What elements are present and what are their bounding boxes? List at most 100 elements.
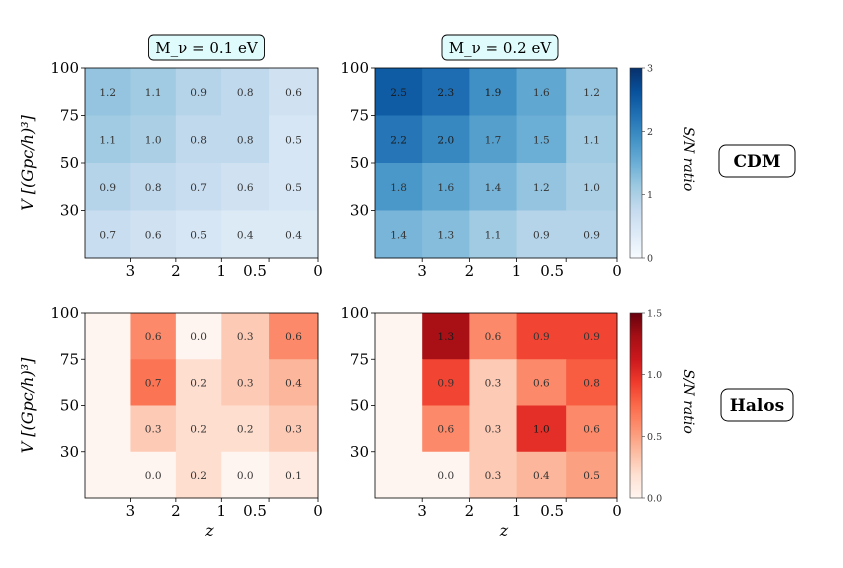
heatmap-cell	[221, 405, 270, 453]
heatmap-cell	[375, 68, 423, 116]
x-axis-label: z	[204, 521, 214, 540]
heatmap-cell	[85, 359, 131, 406]
panel-title-box	[148, 34, 265, 61]
y-tick-label: 50	[350, 154, 369, 172]
cell-value-label: 2.0	[437, 134, 454, 146]
heatmap-cell	[269, 359, 319, 406]
x-tick-label: 2	[465, 502, 475, 520]
heatmap-cell	[175, 359, 222, 406]
y-tick-label: 50	[60, 154, 79, 172]
heatmap-cell	[85, 451, 131, 499]
heatmap-cell	[516, 405, 567, 453]
heatmap-cell	[85, 68, 131, 116]
cell-value-label: 2.5	[390, 87, 407, 99]
heatmap-cell	[85, 210, 131, 259]
x-tick-label: 1	[217, 502, 227, 520]
cell-value-label: 0.8	[583, 377, 600, 389]
cell-value-label: 1.6	[533, 87, 550, 99]
cell-value-label: 0.6	[583, 424, 600, 436]
x-tick-label: 1	[512, 502, 522, 520]
heatmap-cell	[469, 68, 518, 116]
heatmap-cell	[130, 313, 177, 360]
heatmap-cell	[422, 405, 470, 453]
heatmap-cell	[130, 359, 177, 406]
heatmap-cell	[422, 359, 470, 406]
heatmap-cell	[516, 359, 567, 406]
cell-value-label: 0.9	[99, 182, 116, 194]
heatmap-cell	[130, 68, 177, 116]
cell-value-label: 0.9	[190, 87, 207, 99]
cell-value-label: 1.4	[390, 229, 407, 241]
heatmap-cell	[566, 163, 618, 211]
row-label-halos: Halos	[720, 388, 794, 422]
colorbar-tick-label: 2	[647, 127, 653, 138]
heatmap-cell	[221, 451, 270, 499]
cell-value-label: 0.6	[285, 331, 302, 343]
colorbar-tick-label: 0.0	[647, 494, 662, 505]
x-axis-label: z	[499, 521, 509, 540]
cell-value-label: 0.9	[533, 331, 550, 343]
x-tick-label: 2	[171, 502, 181, 520]
cell-value-label: 0.7	[145, 377, 162, 389]
cell-value-label: 0.3	[485, 377, 502, 389]
heatmap-cell	[375, 313, 423, 360]
x-tick-label: 0.5	[540, 262, 564, 280]
heatmap-cell	[85, 405, 131, 453]
row-label-text: CDM	[733, 152, 780, 172]
cell-value-label: 1.3	[437, 229, 454, 241]
heatmap-cell	[516, 68, 567, 116]
heatmap-cell	[269, 210, 319, 259]
colorbar-tick-label: 1.5	[647, 309, 662, 320]
x-tick-label: 0	[313, 262, 323, 280]
x-tick-label: 2	[465, 262, 475, 280]
cell-value-label: 0.7	[190, 182, 207, 194]
heatmap-cell	[85, 313, 131, 360]
heatmap-cell	[469, 405, 518, 453]
heatmap-cell	[516, 210, 567, 259]
heatmap-cell	[85, 163, 131, 211]
heatmap-cell	[469, 163, 518, 211]
cell-value-label: 0.6	[485, 331, 502, 343]
cell-value-label: 0.4	[285, 377, 302, 389]
cell-value-label: 1.8	[390, 182, 407, 194]
heatmap-cell	[566, 313, 618, 360]
heatmap-cell	[221, 163, 270, 211]
cell-value-label: 0.3	[237, 377, 254, 389]
y-tick-label: 100	[50, 304, 79, 322]
heatmap-cell	[85, 115, 131, 164]
y-tick-label: 100	[50, 59, 79, 77]
cell-value-label: 2.3	[437, 87, 454, 99]
heatmap-cell	[422, 313, 470, 360]
x-tick-label: 1	[217, 262, 227, 280]
heatmap-cell	[130, 115, 177, 164]
x-tick-label: 2	[171, 262, 181, 280]
heatmap-panel-2: 2.5 2.3 1.9 1.6 1.2 2.2 2.0 1.7 1.5 1.1 1.8 1.6 1.4 1…	[340, 34, 622, 280]
y-axis-label: V [(Gpc/h)³]	[18, 357, 37, 453]
heatmap-cell	[469, 210, 518, 259]
heatmap-cell	[422, 451, 470, 499]
cell-value-label: 0.0	[145, 470, 162, 482]
colorbar-blues: 0 1 2 3 S/N ratio	[629, 64, 696, 265]
cell-value-label: 0.5	[583, 470, 600, 482]
heatmap-cell	[566, 359, 618, 406]
heatmap-cell	[469, 115, 518, 164]
cell-value-label: 1.1	[145, 87, 162, 99]
heatmap-cell	[469, 451, 518, 499]
cell-value-label: 1.2	[533, 182, 550, 194]
cell-value-label: 0.3	[285, 424, 302, 436]
cell-value-label: 1.2	[583, 87, 600, 99]
y-tick-label: 100	[340, 304, 369, 322]
cell-value-label: 0.6	[533, 377, 550, 389]
cell-value-label: 0.9	[583, 331, 600, 343]
cell-value-label: 0.6	[437, 424, 454, 436]
heatmap-cell	[130, 210, 177, 259]
colorbar-label: S/N ratio	[680, 369, 696, 434]
cell-value-label: 0.3	[485, 470, 502, 482]
cell-value-label: 1.2	[99, 87, 116, 99]
x-tick-label: 3	[126, 502, 136, 520]
heatmap-cell	[516, 451, 567, 499]
heatmap-cell	[175, 405, 222, 453]
y-tick-label: 100	[340, 59, 369, 77]
heatmap-cell	[566, 451, 618, 499]
